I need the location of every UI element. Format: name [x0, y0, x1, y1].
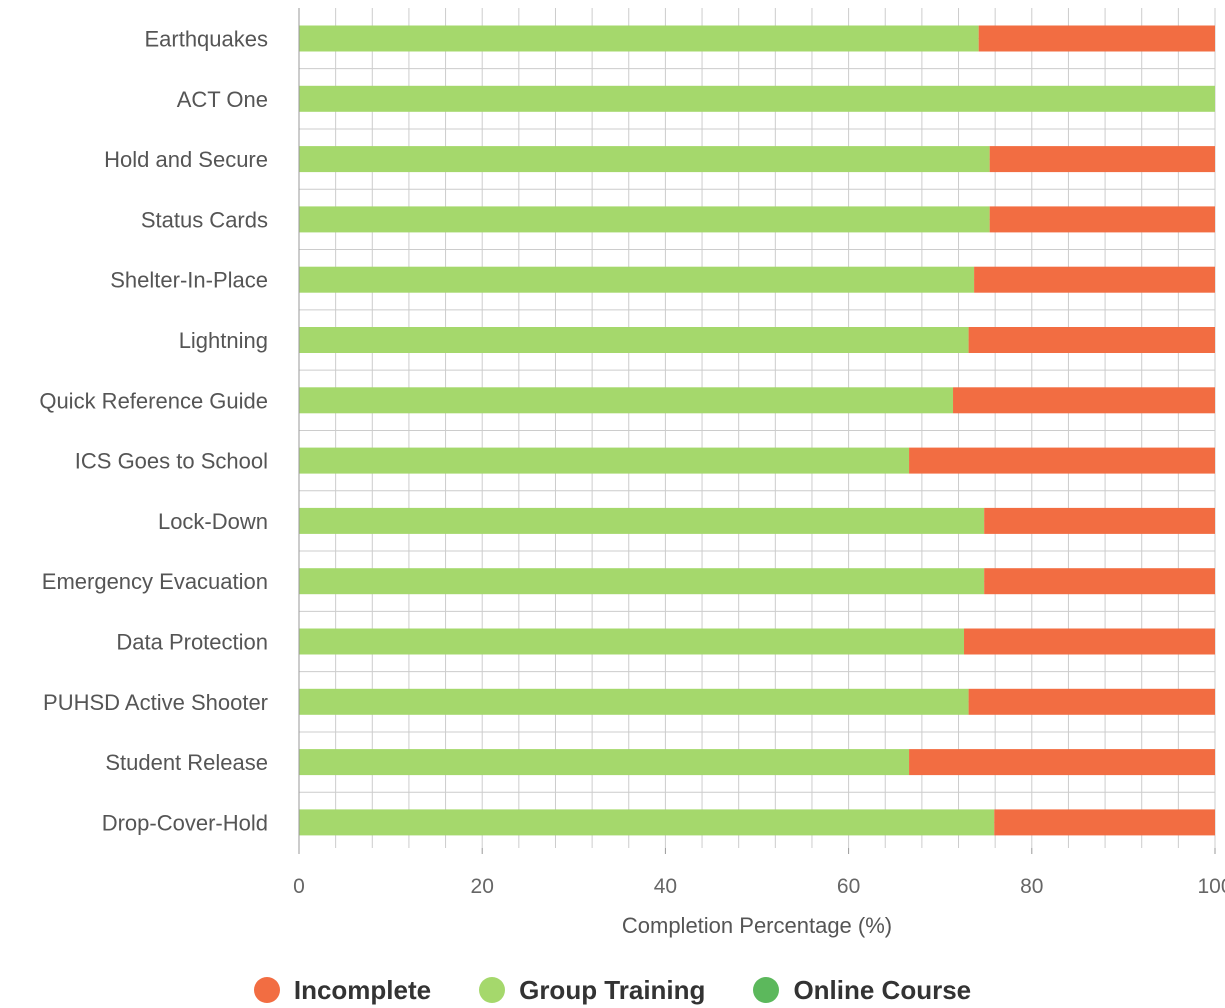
bar-group-training[interactable] — [299, 387, 954, 414]
category-label: Emergency Evacuation — [42, 569, 268, 594]
bar-group-training[interactable] — [299, 628, 965, 655]
category-label: Status Cards — [141, 207, 268, 232]
bar-group-training[interactable] — [299, 749, 910, 776]
category-label: ACT One — [177, 87, 268, 112]
bar-group-training[interactable] — [299, 146, 990, 173]
legend-label: Incomplete — [293, 974, 432, 1005]
category-labels: Earthquakes ACT One Hold and Secure Status … — [39, 27, 268, 836]
legend-label: Group Training — [519, 974, 706, 1005]
category-label: Lock-Down — [158, 509, 268, 534]
legend-item-incomplete[interactable]: Incomplete — [253, 974, 432, 1006]
legend-label: Online Course — [793, 974, 972, 1005]
bar-group-training[interactable] — [299, 507, 985, 534]
bar-incomplete[interactable] — [909, 749, 1215, 776]
x-tick-label: 80 — [1020, 875, 1043, 898]
category-label: Hold and Secure — [104, 147, 268, 172]
bar-group-training[interactable] — [299, 447, 910, 474]
category-label: Shelter-In-Place — [110, 268, 268, 293]
bar-group-training[interactable] — [299, 568, 985, 595]
grid — [298, 8, 1216, 848]
category-label: PUHSD Active Shooter — [43, 690, 268, 715]
legend: Incomplete Group Training Online Course — [0, 972, 1225, 1008]
x-tick-label: 0 — [293, 875, 305, 898]
bar-group-training[interactable] — [299, 688, 969, 715]
bars — [299, 25, 1215, 836]
bar-group-training[interactable] — [299, 266, 975, 293]
bar-incomplete[interactable] — [978, 25, 1215, 52]
bar-group-training[interactable] — [299, 206, 990, 233]
bar-incomplete[interactable] — [984, 568, 1215, 595]
bar-incomplete[interactable] — [964, 628, 1215, 655]
bar-incomplete[interactable] — [953, 387, 1215, 414]
category-label: ICS Goes to School — [75, 449, 268, 474]
x-tick-label: 20 — [471, 875, 494, 898]
bar-group-training[interactable] — [299, 85, 1215, 112]
category-label: Lightning — [179, 328, 268, 353]
legend-item-online-course[interactable]: Online Course — [753, 975, 971, 1006]
completion-chart: 0 20 40 60 80 100 Earthquakes ACT One Hold and … — [39, 8, 1225, 938]
legend-incomplete-marker-icon — [253, 977, 280, 1003]
x-tick-label: 40 — [654, 875, 677, 898]
bar-group-training[interactable] — [299, 809, 995, 836]
legend-online-course-marker-icon — [753, 977, 780, 1003]
legend-item-group-training[interactable]: Group Training — [479, 975, 705, 1006]
legend-group-training-marker-icon — [479, 977, 506, 1003]
bar-incomplete[interactable] — [994, 809, 1215, 836]
bar-incomplete[interactable] — [984, 507, 1215, 534]
category-label: Student Release — [105, 750, 268, 775]
bar-incomplete[interactable] — [989, 206, 1215, 233]
category-label: Quick Reference Guide — [39, 388, 268, 413]
category-label: Data Protection — [116, 630, 268, 655]
bar-group-training[interactable] — [299, 327, 969, 353]
bar-incomplete[interactable] — [974, 266, 1215, 293]
bar-incomplete[interactable] — [968, 327, 1215, 353]
bar-incomplete[interactable] — [989, 146, 1215, 173]
x-tick-label: 60 — [837, 875, 860, 898]
x-axis-title: Completion Percentage (%) — [622, 913, 892, 938]
bar-incomplete[interactable] — [909, 447, 1215, 474]
x-tick-label: 100 — [1197, 875, 1225, 898]
x-axis: 0 20 40 60 80 100 — [293, 8, 1225, 898]
category-label: Earthquakes — [144, 27, 268, 52]
bar-incomplete[interactable] — [968, 688, 1215, 715]
bar-group-training[interactable] — [299, 25, 979, 52]
category-label: Drop-Cover-Hold — [102, 810, 268, 835]
